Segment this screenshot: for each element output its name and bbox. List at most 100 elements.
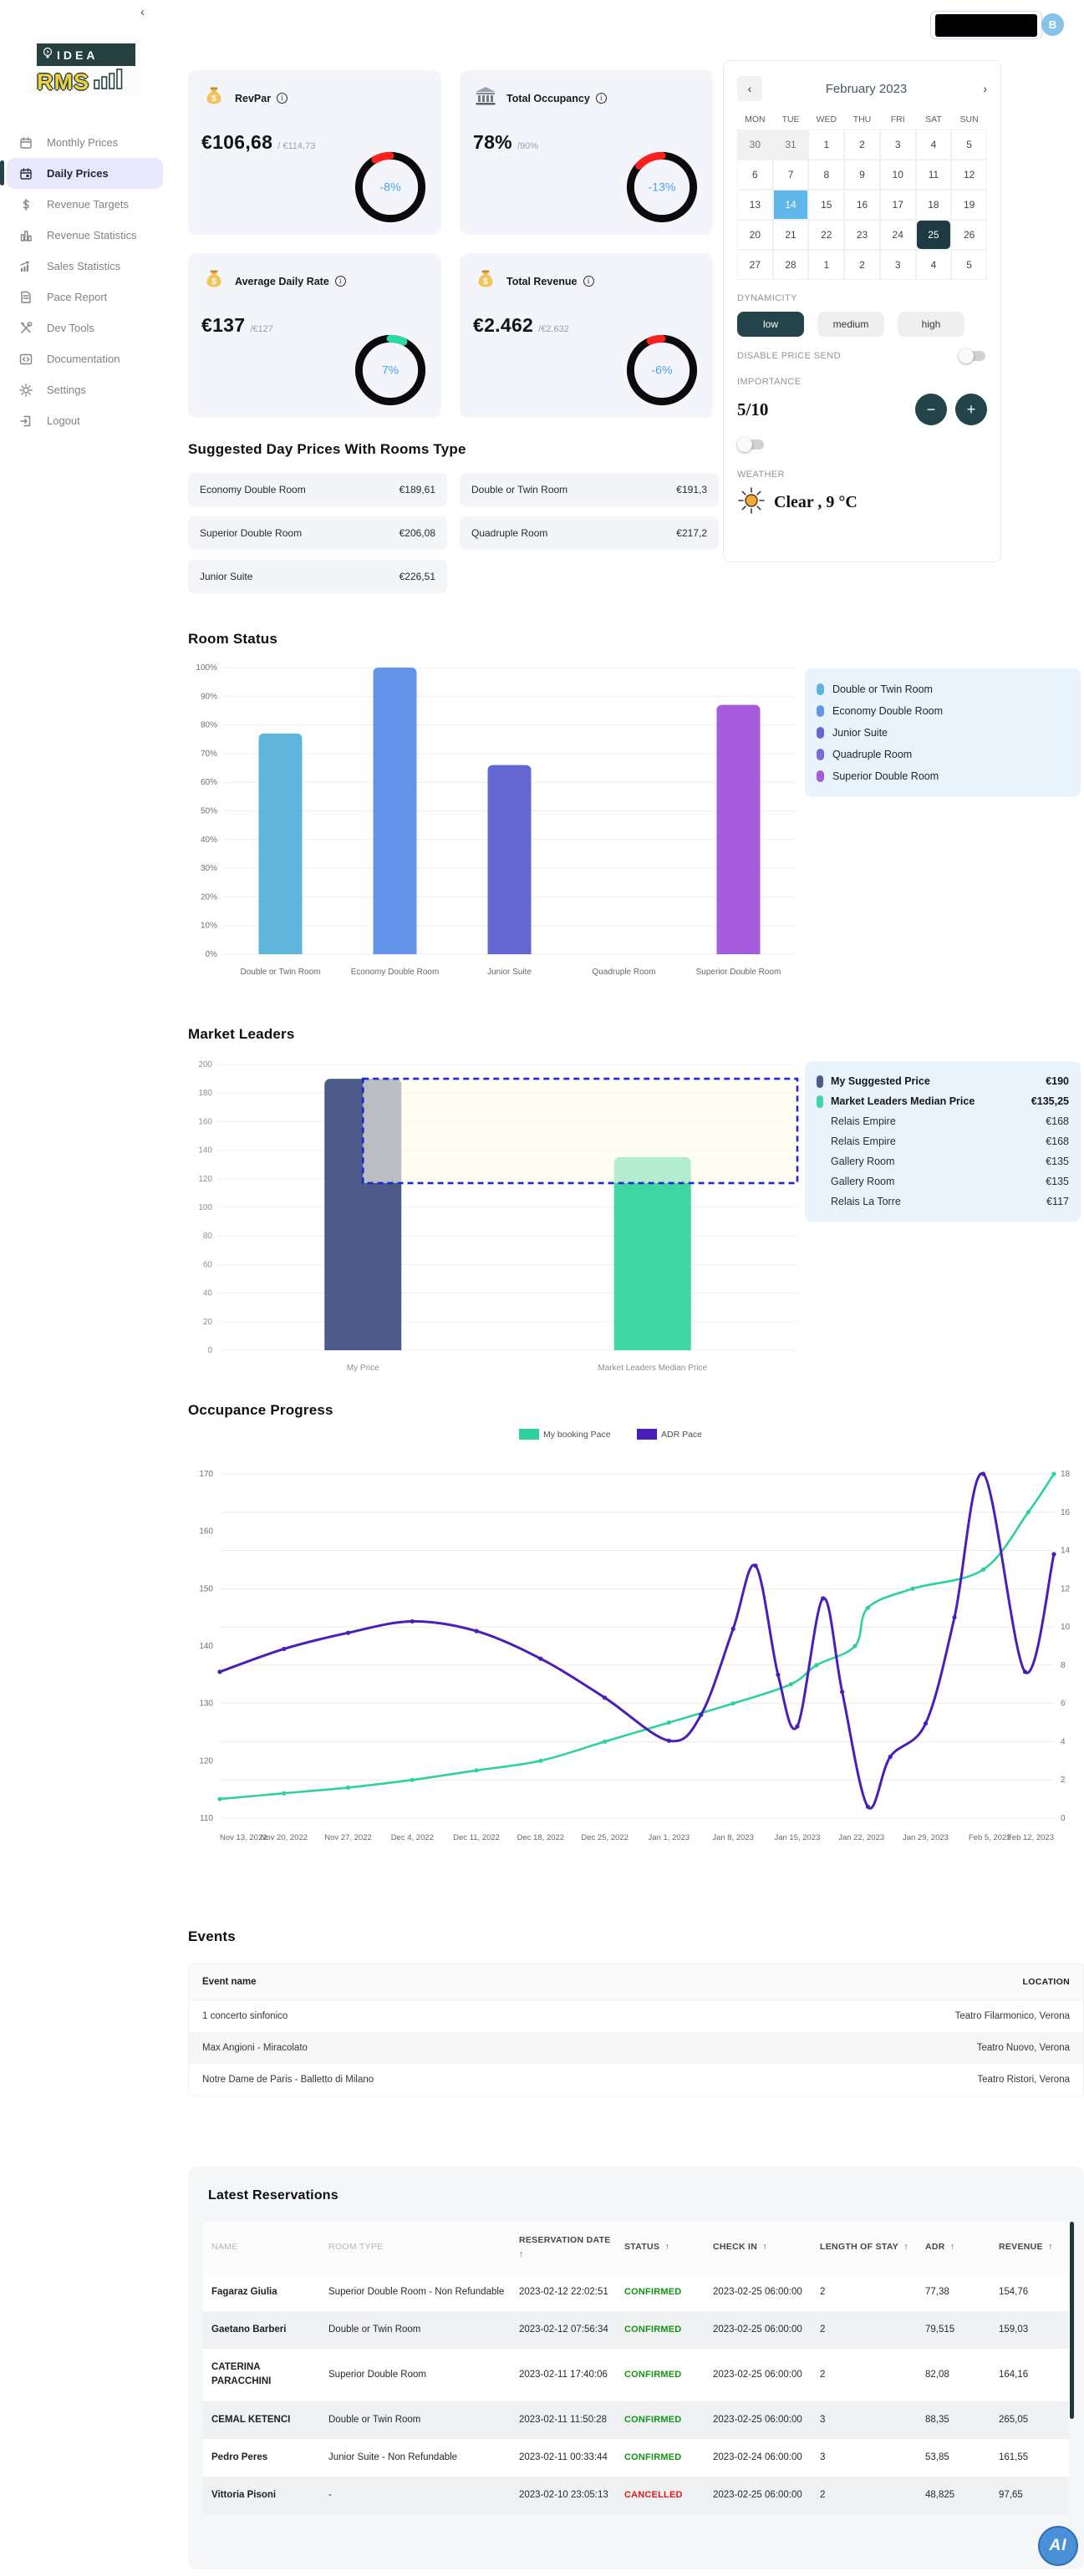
calendar-next-button[interactable]: › [983,82,987,95]
sidebar-item-pace-report[interactable]: Pace Report [7,282,163,312]
calendar-prev-button[interactable]: ‹ [737,76,762,101]
svg-text:Jan 22, 2023: Jan 22, 2023 [838,1833,884,1842]
calendar-day-16[interactable]: 16 [844,190,880,220]
importance-decrease-button[interactable]: − [915,394,947,425]
sidebar-item-documentation[interactable]: Documentation [7,343,163,374]
room-price: €206,08 [399,527,435,539]
svg-text:ADR Pace: ADR Pace [661,1430,702,1440]
sidebar-item-settings[interactable]: Settings [7,374,163,405]
price-item: Junior Suite €226,51 [188,560,447,593]
calendar-day-1[interactable]: 1 [808,250,845,280]
svg-text:180: 180 [198,1089,212,1098]
calendar-day-26[interactable]: 26 [951,220,987,250]
event-row[interactable]: 1 concerto sinfonico Teatro Filarmonico, … [189,2000,1083,2032]
column-header-reservation-date[interactable]: RESERVATION DATE ↑ [519,2235,611,2259]
calendar-day-3[interactable]: 3 [879,130,916,160]
event-row[interactable]: Max Angioni - Miracolato Teatro Nuovo, Ve… [189,2032,1083,2064]
market-leaders-legend: My Suggested Price €190 Market Leaders Me… [805,1061,1081,1222]
secondary-toggle[interactable] [737,437,766,452]
column-header-status[interactable]: STATUS ↑ [624,2242,670,2253]
legend-item: Superior Double Room [817,765,1069,787]
sidebar-item-logout[interactable]: Logout [7,405,163,436]
calendar-day-25[interactable]: 25 [915,220,952,250]
sort-arrow-icon: ↑ [519,2248,524,2259]
dynamicity-high-button[interactable]: high [898,312,964,337]
calendar-day-5[interactable]: 5 [951,250,987,280]
legend-value: €168 [1046,1115,1069,1127]
calendar-day-8[interactable]: 8 [808,160,845,190]
calendar-day-22[interactable]: 22 [808,220,845,250]
column-header-revenue[interactable]: REVENUE ↑ [999,2242,1053,2253]
reservation-row[interactable]: CATERINA PARACCHINI Superior Double Room 2… [203,2349,1069,2401]
calendar-day-5[interactable]: 5 [951,130,987,160]
calendar-day-14[interactable]: 14 [772,190,809,220]
calendar-day-15[interactable]: 15 [808,190,845,220]
svg-text:200: 200 [198,1060,212,1070]
calendar-day-23[interactable]: 23 [844,220,880,250]
column-header-check-in[interactable]: CHECK IN ↑ [713,2242,767,2253]
info-icon[interactable]: i [277,93,288,104]
calendar-day-4[interactable]: 4 [915,250,952,280]
legend-dot [817,770,824,782]
revenue: 97,65 [999,2490,1023,2501]
calendar-day-21[interactable]: 21 [772,220,809,250]
sidebar-collapse-button[interactable]: ‹ [140,5,145,19]
room-name: Junior Suite [200,571,253,582]
column-header-length-of-stay[interactable]: LENGTH OF STAY ↑ [820,2242,908,2253]
column-header-adr[interactable]: ADR ↑ [925,2242,955,2253]
dynamicity-low-button[interactable]: low [737,312,804,337]
info-icon[interactable]: i [583,276,594,287]
calendar-day-19[interactable]: 19 [951,190,987,220]
calendar-day-9[interactable]: 9 [844,160,880,190]
hotel-selector-redacted [935,14,1037,37]
table-scrollbar[interactable] [1070,2222,1074,2419]
disable-price-send-toggle[interactable] [959,348,987,363]
calendar-day-18[interactable]: 18 [915,190,952,220]
importance-increase-button[interactable]: + [955,394,987,425]
sidebar-item-monthly-prices[interactable]: Monthly Prices [7,127,163,158]
kpi-title: Total Revenue [506,275,578,287]
calendar-day-4[interactable]: 4 [915,130,952,160]
sidebar-item-sales-statistics[interactable]: Sales Statistics [7,251,163,282]
calendar-day-2[interactable]: 2 [844,250,880,280]
calendar-day-31[interactable]: 31 [772,130,809,160]
reservation-row[interactable]: CEMAL KETENCI Double or Twin Room 2023-02-… [203,2401,1069,2439]
events-title: Events [188,1928,236,1944]
reservation-row[interactable]: Gaetano Barberi Double or Twin Room 2023-0… [203,2310,1069,2350]
reservation-row[interactable]: Pedro Peres Junior Suite - Non Refundable… [203,2438,1069,2477]
dynamicity-medium-button[interactable]: medium [817,312,884,337]
calendar-day-20[interactable]: 20 [737,220,773,250]
calendar-day-11[interactable]: 11 [915,160,952,190]
calendar-day-2[interactable]: 2 [844,130,880,160]
length-of-stay: 2 [820,2286,826,2297]
sidebar-item-dev-tools[interactable]: Dev Tools [7,312,163,343]
sidebar-item-revenue-targets[interactable]: Revenue Targets [7,189,163,220]
reservation-row[interactable]: Fagaraz Giulia Superior Double Room - Non… [203,2273,1069,2311]
reservation-row[interactable]: Vittoria Pisoni - 2023-02-10 23:05:13 CANCE… [203,2477,1069,2515]
calendar-day-name: TUE [781,114,800,124]
reservation-date: 2023-02-11 11:50:28 [519,2414,608,2425]
info-icon[interactable]: i [334,276,346,287]
logout-icon [18,414,33,429]
calendar-day-3[interactable]: 3 [879,250,916,280]
calendar-day-27[interactable]: 27 [737,250,773,280]
svg-text:2: 2 [1061,1776,1066,1785]
calendar-day-10[interactable]: 10 [879,160,916,190]
avatar[interactable]: B [1041,13,1064,36]
calendar-day-6[interactable]: 6 [737,160,773,190]
kpi-target: /€2.632 [538,324,569,334]
calendar-day-28[interactable]: 28 [772,250,809,280]
event-row[interactable]: Notre Dame de Paris - Balletto di Milano… [189,2064,1083,2096]
info-icon[interactable]: i [595,93,607,104]
calendar-day-7[interactable]: 7 [772,160,809,190]
calendar-day-17[interactable]: 17 [879,190,916,220]
calendar-day-30[interactable]: 30 [737,130,773,160]
calendar-day-24[interactable]: 24 [879,220,916,250]
calendar-day-12[interactable]: 12 [951,160,987,190]
kpi-card-total-revenue: $ Total Revenue i €2.462 /€2.632 -6% [460,253,713,418]
legend-item: Gallery Room €135 [817,1151,1069,1171]
sidebar-item-revenue-statistics[interactable]: Revenue Statistics [7,220,163,251]
calendar-day-13[interactable]: 13 [737,190,773,220]
sidebar-item-daily-prices[interactable]: Daily Prices [0,158,163,189]
calendar-day-1[interactable]: 1 [808,130,845,160]
